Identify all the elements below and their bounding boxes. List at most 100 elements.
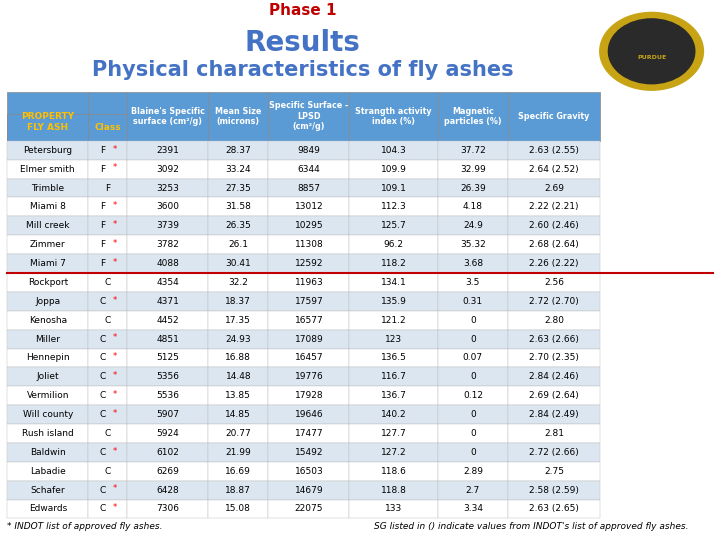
Bar [508,443,600,462]
Text: 2.81: 2.81 [544,429,564,438]
Bar [269,405,349,424]
Text: 2.56: 2.56 [544,278,564,287]
Bar [208,235,269,254]
Bar [349,443,438,462]
Bar [89,500,127,518]
Text: 26.1: 26.1 [228,240,248,249]
Bar [508,179,600,198]
Text: F: F [100,202,105,212]
Text: 10295: 10295 [294,221,323,230]
Bar [127,500,208,518]
Text: Blaine's Specific
surface (cm²/g): Blaine's Specific surface (cm²/g) [131,106,204,126]
Bar [508,386,600,405]
Bar [349,217,438,235]
Text: 37.72: 37.72 [460,146,486,155]
Bar [269,443,349,462]
Text: Trimble: Trimble [31,184,64,193]
Bar [508,160,600,179]
Text: Will county: Will county [22,410,73,419]
Bar [438,198,508,217]
Bar [269,462,349,481]
Bar [127,462,208,481]
Text: *: * [112,164,117,172]
Bar [349,405,438,424]
Text: 15492: 15492 [294,448,323,457]
Bar [208,329,269,348]
Bar [438,500,508,518]
Text: 15.08: 15.08 [225,504,251,514]
Bar [349,198,438,217]
Text: C: C [104,316,111,325]
Text: Phase 1: Phase 1 [269,3,336,18]
Bar [127,367,208,386]
Bar [349,179,438,198]
Text: C: C [99,372,106,381]
Text: FLY ASH: FLY ASH [27,123,68,132]
Text: 5536: 5536 [156,391,179,400]
Text: 2.7: 2.7 [466,485,480,495]
Text: 26.39: 26.39 [460,184,486,193]
Text: 3.68: 3.68 [463,259,483,268]
Bar [508,405,600,424]
Bar [269,386,349,405]
Text: 2.72 (2.66): 2.72 (2.66) [529,448,579,457]
Text: C: C [104,278,111,287]
Text: 0: 0 [470,335,476,343]
Bar [127,141,208,160]
Bar [7,500,89,518]
Text: Results: Results [245,29,360,57]
Text: 3782: 3782 [156,240,179,249]
Bar [89,235,127,254]
Text: 17477: 17477 [294,429,323,438]
Text: 118.8: 118.8 [381,485,407,495]
Text: 109.1: 109.1 [381,184,407,193]
Bar [208,292,269,310]
Bar [438,217,508,235]
Text: Mill creek: Mill creek [26,221,70,230]
Text: 0.12: 0.12 [463,391,483,400]
Text: 33.24: 33.24 [225,165,251,174]
Text: 2.63 (2.55): 2.63 (2.55) [529,146,579,155]
Text: 16.88: 16.88 [225,354,251,362]
Bar [208,310,269,329]
Text: C: C [99,354,106,362]
Bar [269,273,349,292]
Bar [89,386,127,405]
Bar [349,273,438,292]
Text: 14.85: 14.85 [225,410,251,419]
Bar [89,481,127,500]
Bar [127,405,208,424]
Bar [438,254,508,273]
Bar [438,160,508,179]
Bar [7,114,89,141]
Text: Labadie: Labadie [30,467,66,476]
Text: 30.41: 30.41 [225,259,251,268]
Text: 4452: 4452 [156,316,179,325]
Text: 13.85: 13.85 [225,391,251,400]
Bar [508,254,600,273]
Bar [349,348,438,367]
Bar [508,367,600,386]
Text: 2.80: 2.80 [544,316,564,325]
Text: Vermilion: Vermilion [27,391,69,400]
Text: Miller: Miller [35,335,60,343]
Text: 3.34: 3.34 [463,504,483,514]
Text: 96.2: 96.2 [384,240,403,249]
Text: 2.70 (2.35): 2.70 (2.35) [529,354,579,362]
Text: *: * [112,145,117,153]
Text: 20.77: 20.77 [225,429,251,438]
Bar [89,273,127,292]
Text: Rockport: Rockport [27,278,68,287]
Bar [127,198,208,217]
Bar [7,92,89,141]
Text: 11963: 11963 [294,278,323,287]
Bar [269,500,349,518]
Text: F: F [100,259,105,268]
Text: 136.7: 136.7 [381,391,407,400]
Bar [269,254,349,273]
Bar [438,273,508,292]
Text: 7306: 7306 [156,504,179,514]
Text: 17089: 17089 [294,335,323,343]
Text: 12592: 12592 [294,259,323,268]
Bar [127,179,208,198]
